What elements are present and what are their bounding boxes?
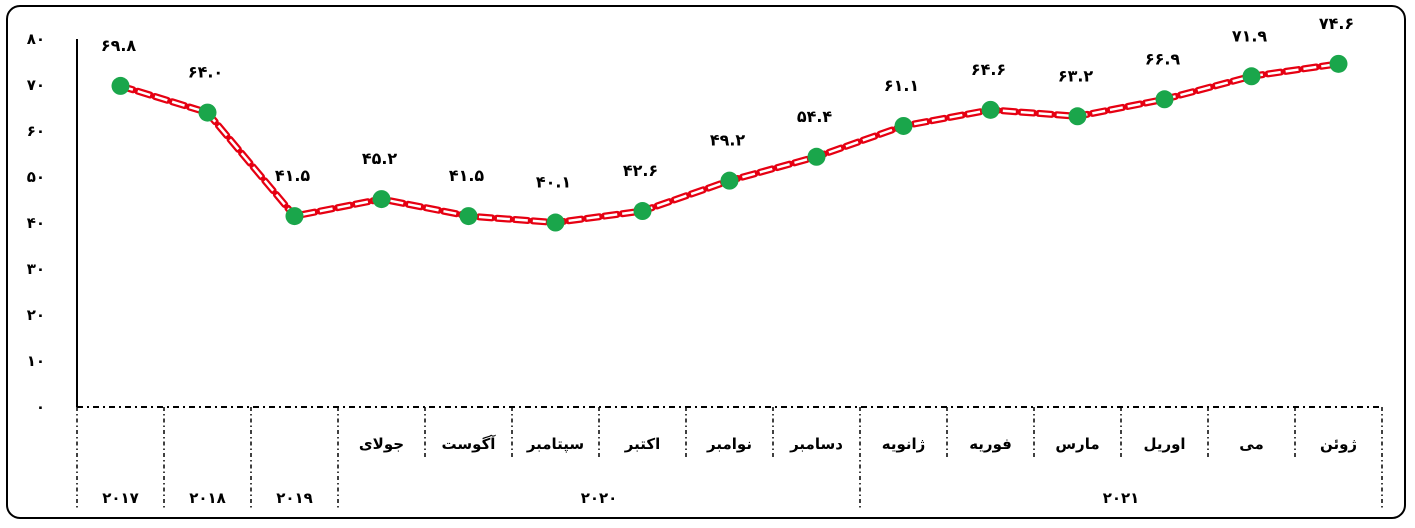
- data-label: ۴۲.۶: [623, 161, 658, 180]
- data-label: ۴۰.۱: [536, 173, 571, 192]
- month-label: سپتامبر: [526, 435, 584, 454]
- data-point: [807, 147, 826, 166]
- y-tick-label: ۲۰: [27, 306, 45, 324]
- data-point: [720, 171, 739, 190]
- data-label: ۷۴.۶: [1319, 14, 1354, 33]
- data-point: [894, 116, 913, 135]
- month-label: جولای: [359, 435, 404, 453]
- y-tick-label: ۰: [36, 398, 45, 416]
- data-label: ۶۶.۹: [1145, 49, 1181, 68]
- data-point: [111, 76, 130, 95]
- month-label: می: [1239, 435, 1263, 453]
- data-label: ۶۴.۶: [971, 60, 1006, 79]
- data-label: ۶۹.۸: [101, 36, 137, 55]
- month-label: نوامبر: [706, 435, 752, 453]
- month-label: آگوست: [442, 435, 497, 453]
- data-label: ۶۴.۰: [188, 63, 223, 82]
- data-label: ۴۱.۵: [449, 166, 485, 185]
- y-tick-label: ۳۰: [27, 260, 45, 278]
- data-point: [285, 207, 304, 226]
- year-label: ۲۰۲۱: [1103, 489, 1140, 507]
- data-point: [459, 207, 478, 226]
- year-label: ۲۰۲۰: [581, 489, 618, 507]
- year-label: ۲۰۱۷: [102, 489, 139, 507]
- data-label: ۶۳.۲: [1058, 66, 1094, 85]
- data-point: [198, 103, 217, 122]
- month-label: فوریه: [969, 435, 1012, 453]
- y-tick-label: ۷۰: [27, 76, 45, 94]
- month-label: مارس: [1055, 435, 1099, 453]
- data-point: [1068, 107, 1087, 126]
- month-label: دسامبر: [789, 435, 843, 453]
- y-tick-label: ۱۰: [27, 352, 45, 370]
- data-label: ۵۴.۴: [797, 107, 833, 126]
- month-label: اوریل: [1143, 435, 1185, 453]
- data-point: [981, 100, 1000, 119]
- data-label: ۶۱.۱: [884, 76, 919, 95]
- data-label: ۴۵.۲: [362, 149, 398, 168]
- data-point: [546, 213, 565, 232]
- y-tick-label: ۴۰: [27, 214, 45, 232]
- month-label: اکتبر: [624, 435, 660, 453]
- data-point: [633, 202, 652, 221]
- data-point: [372, 190, 391, 209]
- year-label: ۲۰۱۹: [276, 489, 313, 507]
- y-tick-label: ۸۰: [27, 30, 45, 48]
- data-point: [1329, 54, 1348, 73]
- data-point: [1242, 67, 1261, 86]
- chart-frame: [6, 5, 1406, 519]
- data-label: ۴۹.۲: [710, 131, 746, 150]
- month-label: ژانویه: [882, 435, 926, 453]
- data-label: ۴۱.۵: [275, 166, 311, 185]
- y-tick-label: ۵۰: [27, 168, 45, 186]
- data-point: [1155, 90, 1174, 109]
- year-label: ۲۰۱۸: [189, 489, 226, 507]
- data-label: ۷۱.۹: [1232, 26, 1268, 45]
- month-label: ژوئن: [1320, 435, 1357, 453]
- y-tick-label: ۶۰: [27, 122, 45, 140]
